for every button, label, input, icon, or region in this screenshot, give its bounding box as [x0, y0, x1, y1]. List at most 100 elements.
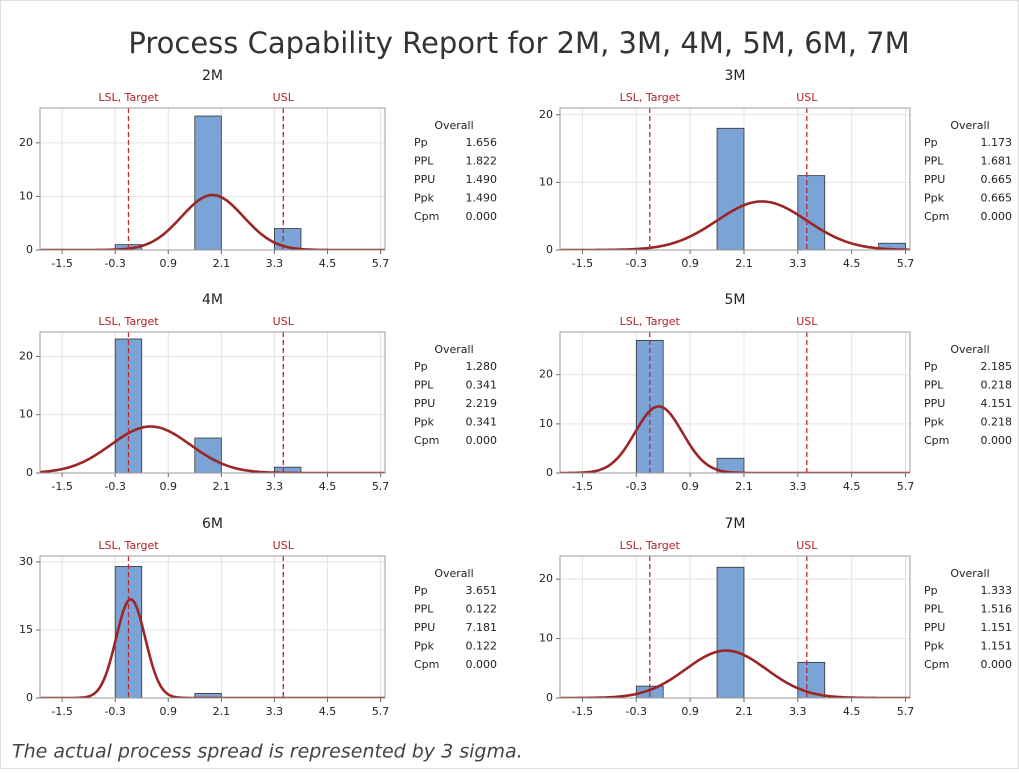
spec-label: LSL, Target: [620, 539, 681, 552]
stat-label: Ppk: [924, 640, 945, 653]
x-tick-label: 3.3: [789, 257, 807, 270]
x-tick-label: 2.1: [735, 257, 753, 270]
stat-value: 1.280: [466, 360, 498, 373]
y-tick-label: 10: [19, 408, 33, 421]
panel-title: 2M: [202, 68, 223, 84]
stat-label: Cpm: [924, 434, 949, 447]
y-tick-label: 10: [539, 632, 553, 645]
panel-title: 6M: [202, 516, 223, 532]
x-tick-label: 5.7: [372, 705, 390, 718]
y-tick-label: 20: [19, 349, 33, 362]
stat-label: Ppk: [414, 640, 435, 653]
stat-label: Ppk: [924, 416, 945, 429]
panel: 2M -1.5 -0.3 0.9 2.1 3.3 4.5 5.7 0 10 20 LSL, Targe…: [19, 68, 497, 270]
stat-label: PPU: [414, 173, 435, 186]
panel-title: 5M: [725, 292, 746, 308]
y-tick-label: 0: [546, 243, 553, 256]
stat-label: PPL: [924, 379, 944, 392]
stat-value: 0.000: [466, 658, 498, 671]
x-tick-label: 0.9: [160, 257, 178, 270]
stat-value: 1.151: [981, 640, 1013, 653]
x-tick-label: 4.5: [319, 480, 337, 493]
stat-value: 0.000: [466, 210, 498, 223]
stat-label: Pp: [924, 584, 938, 597]
panel-title: 3M: [725, 68, 746, 84]
spec-label: LSL, Target: [98, 315, 159, 328]
stat-label: Ppk: [924, 192, 945, 205]
stat-label: PPU: [414, 621, 435, 634]
stat-value: 0.665: [981, 173, 1013, 186]
stat-label: Cpm: [924, 658, 949, 671]
x-tick-label: 5.7: [372, 257, 390, 270]
x-tick-label: -0.3: [626, 705, 647, 718]
x-tick-label: 5.7: [372, 480, 390, 493]
spec-label: USL: [273, 315, 295, 328]
fit-curve: [40, 598, 385, 698]
spec-label: USL: [796, 315, 818, 328]
stat-label: PPU: [414, 397, 435, 410]
plot-area: [560, 332, 910, 473]
stat-value: 0.000: [466, 434, 498, 447]
stat-value: 0.000: [981, 210, 1013, 223]
stats-header: Overall: [950, 343, 989, 356]
stat-label: PPU: [924, 397, 945, 410]
stats-header: Overall: [434, 119, 473, 132]
fit-curve: [40, 425, 385, 473]
x-tick-label: -1.5: [51, 257, 72, 270]
stat-label: PPL: [414, 379, 434, 392]
stat-label: Pp: [414, 360, 428, 373]
panel: 7M -1.5 -0.3 0.9 2.1 3.3 4.5 5.7 0 10 20 LSL, Targe…: [539, 516, 1012, 718]
stat-value: 0.000: [981, 658, 1013, 671]
x-tick-label: -0.3: [104, 480, 125, 493]
x-tick-label: -1.5: [572, 705, 593, 718]
y-tick-label: 30: [19, 555, 33, 568]
stat-value: 2.219: [466, 397, 498, 410]
x-tick-label: 3.3: [266, 257, 284, 270]
stat-label: Pp: [414, 584, 428, 597]
panel-title: 7M: [725, 516, 746, 532]
y-tick-label: 10: [539, 417, 553, 430]
stat-value: 1.490: [466, 192, 498, 205]
stat-value: 1.516: [981, 603, 1013, 616]
x-tick-label: -0.3: [104, 257, 125, 270]
x-tick-label: 0.9: [681, 480, 699, 493]
panel: 6M -1.5 -0.3 0.9 2.1 3.3 4.5 5.7 0 15 30 LSL, Targe…: [19, 516, 497, 718]
x-tick-label: 2.1: [213, 705, 231, 718]
x-tick-label: 4.5: [843, 480, 861, 493]
y-tick-label: 0: [546, 466, 553, 479]
stat-value: 1.822: [466, 155, 498, 168]
stat-label: PPL: [414, 603, 434, 616]
stat-label: Pp: [924, 136, 938, 149]
x-tick-label: 4.5: [843, 705, 861, 718]
spec-label: LSL, Target: [620, 91, 681, 104]
stat-label: Cpm: [414, 658, 439, 671]
x-tick-label: -0.3: [626, 480, 647, 493]
x-tick-label: 4.5: [319, 257, 337, 270]
bar: [797, 175, 826, 251]
x-tick-label: -0.3: [626, 257, 647, 270]
stat-value: 4.151: [981, 397, 1013, 410]
stat-value: 7.181: [466, 621, 498, 634]
x-tick-label: 3.3: [266, 705, 284, 718]
x-tick-label: 2.1: [213, 480, 231, 493]
spec-label: USL: [796, 91, 818, 104]
y-tick-label: 20: [539, 572, 553, 585]
stat-value: 2.185: [981, 360, 1013, 373]
stat-value: 0.218: [981, 379, 1013, 392]
x-tick-label: -1.5: [51, 705, 72, 718]
plot-border: [559, 107, 911, 251]
stat-label: Cpm: [924, 210, 949, 223]
stat-label: Ppk: [414, 416, 435, 429]
bar: [716, 127, 745, 251]
y-tick-label: 20: [539, 108, 553, 121]
stats-header: Overall: [434, 567, 473, 580]
y-tick-label: 10: [539, 175, 553, 188]
x-tick-label: 4.5: [319, 705, 337, 718]
stat-value: 0.000: [981, 434, 1013, 447]
stats-header: Overall: [950, 567, 989, 580]
x-tick-label: 5.7: [897, 705, 915, 718]
stat-value: 1.173: [981, 136, 1013, 149]
panel-title: 4M: [202, 292, 223, 308]
stats-header: Overall: [434, 343, 473, 356]
